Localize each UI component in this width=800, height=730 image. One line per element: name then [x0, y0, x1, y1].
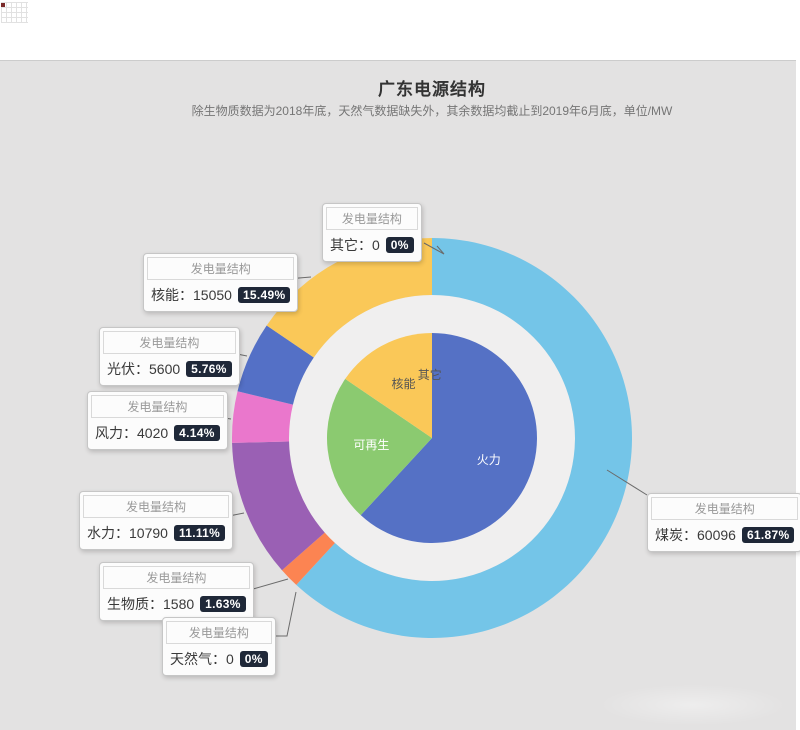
- callout-value-row: 水力：10790 11.11%: [83, 518, 229, 546]
- callout-biomass: 发电量结构生物质：1580 1.63%: [99, 562, 254, 621]
- callout-label-value: 天然气：0: [170, 651, 234, 667]
- watermark: [598, 684, 788, 726]
- callout-value-row: 煤炭：60096 61.87%: [651, 520, 798, 548]
- callout-value-row: 光伏：5600 5.76%: [103, 354, 236, 382]
- outer-slice-hydro[interactable]: [232, 441, 325, 571]
- callout-label-value: 煤炭：60096: [655, 527, 736, 543]
- callout-wind: 发电量结构风力：4020 4.14%: [87, 391, 228, 450]
- chart-panel: 广东电源结构 除生物质数据为2018年底，天然气数据缺失外，其余数据均截止到20…: [0, 60, 800, 730]
- callout-series-header: 发电量结构: [147, 257, 295, 280]
- inner-slice-thermal[interactable]: [360, 333, 537, 543]
- leader-line-gas: [272, 591, 297, 637]
- outer-slice-nuclear[interactable]: [266, 238, 432, 358]
- callout-other: 发电量结构其它：0 0%: [322, 203, 422, 262]
- callout-percent-badge: 0%: [239, 651, 268, 667]
- callout-coal: 发电量结构煤炭：60096 61.87%: [647, 493, 800, 552]
- outer-slice-biomass[interactable]: [281, 532, 335, 585]
- callout-value-row: 其它：0 0%: [326, 230, 418, 258]
- callout-value-row: 核能：15050 15.49%: [147, 280, 294, 308]
- callout-percent-badge: 11.11%: [173, 525, 226, 541]
- scan-artifact-dot: [1, 3, 5, 7]
- inner-label-thermal: 火力: [477, 453, 501, 467]
- callout-series-header: 发电量结构: [83, 495, 230, 518]
- callout-value-row: 天然气：0 0%: [166, 644, 272, 672]
- callout-percent-badge: 0%: [385, 237, 414, 253]
- callout-nuclear: 发电量结构核能：15050 15.49%: [143, 253, 299, 312]
- callout-label-value: 风力：4020: [95, 425, 169, 441]
- callout-series-header: 发电量结构: [103, 331, 236, 354]
- callout-series-header: 发电量结构: [326, 207, 418, 230]
- scan-artifact: [1, 2, 28, 23]
- outer-slice-solar[interactable]: [237, 325, 314, 405]
- callout-percent-badge: 1.63%: [200, 596, 246, 612]
- outer-slice-coal[interactable]: [296, 238, 633, 639]
- callout-series-header: 发电量结构: [91, 395, 224, 418]
- inner-label-nuclear: 核能: [391, 377, 415, 391]
- callout-series-header: 发电量结构: [103, 566, 250, 589]
- outer-slice-wind[interactable]: [232, 391, 293, 443]
- callout-percent-badge: 15.49%: [237, 287, 291, 303]
- inner-label-other: 其它: [418, 367, 442, 382]
- callout-label-value: 其它：0: [330, 237, 380, 253]
- callout-label-value: 水力：10790: [87, 525, 168, 541]
- inner-label-renewable: 可再生: [353, 438, 389, 452]
- callout-percent-badge: 4.14%: [174, 425, 220, 441]
- inner-slice-nuclear[interactable]: [345, 333, 432, 438]
- chart-subtitle: 除生物质数据为2018年底，天然气数据缺失外，其余数据均截止到2019年6月底，…: [191, 104, 673, 118]
- chart-title: 广东电源结构: [378, 80, 486, 99]
- callout-percent-badge: 61.87%: [741, 527, 795, 543]
- callout-hydro: 发电量结构水力：10790 11.11%: [79, 491, 234, 550]
- callout-label-value: 光伏：5600: [107, 361, 181, 377]
- callout-gas: 发电量结构天然气：0 0%: [162, 617, 276, 676]
- callout-series-header: 发电量结构: [651, 497, 799, 520]
- callout-value-row: 生物质：1580 1.63%: [103, 589, 250, 617]
- callout-solar: 发电量结构光伏：5600 5.76%: [99, 327, 240, 386]
- inner-slice-renewable[interactable]: [326, 378, 432, 516]
- callout-label-value: 核能：15050: [151, 287, 232, 303]
- callout-series-header: 发电量结构: [166, 621, 272, 644]
- callout-label-value: 生物质：1580: [107, 596, 195, 612]
- callout-percent-badge: 5.76%: [186, 361, 232, 377]
- callout-value-row: 风力：4020 4.14%: [91, 418, 224, 446]
- leader-line-other: [423, 242, 445, 255]
- leader-line-coal: [606, 469, 648, 496]
